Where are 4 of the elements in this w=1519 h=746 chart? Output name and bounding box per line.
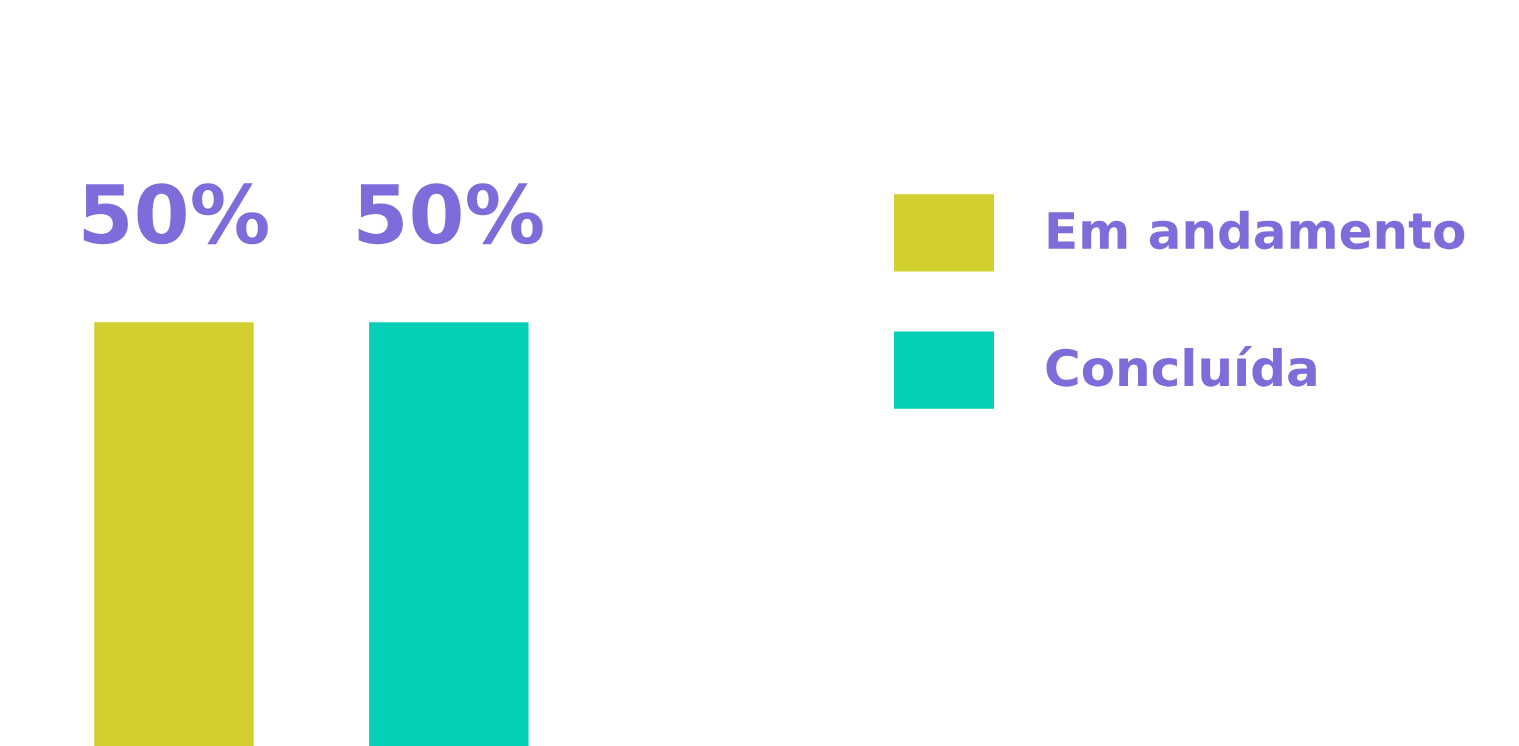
legend-label: Em andamento <box>1048 210 1465 250</box>
legend-label: Concluída <box>1046 345 1316 387</box>
data-label: 50% <box>358 183 543 245</box>
data-label: 50% <box>83 183 268 245</box>
